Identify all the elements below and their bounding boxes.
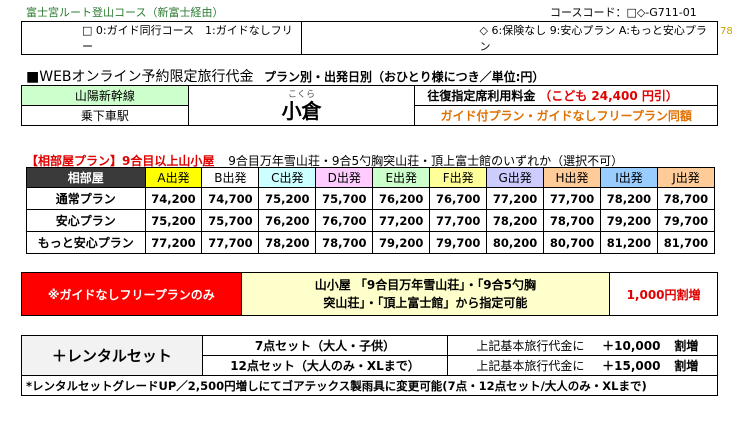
fare-row: もっと安心プラン 77,200 77,700 78,200 78,700 79,200 79… — [26, 231, 716, 254]
same-price-note: ガイド付プラン・ガイドなしフリープラン同額 — [414, 105, 718, 126]
fare-cell: 77,700 — [543, 187, 602, 210]
station-cell: こくら 小倉 — [187, 85, 416, 126]
fare-cell: 74,700 — [201, 187, 260, 210]
fare-col-header: C出発 — [258, 167, 317, 188]
fare-cell: 75,700 — [201, 209, 260, 232]
fare-row-label: 通常プラン — [26, 187, 146, 210]
fare-cell: 76,200 — [258, 209, 317, 232]
fare-cell: 76,700 — [429, 187, 488, 210]
fare-cell: 80,200 — [486, 231, 545, 254]
fare-cell: 77,200 — [372, 209, 431, 232]
fare-cell: 76,200 — [372, 187, 431, 210]
fare-cell: 76,700 — [315, 209, 374, 232]
reserved-fare: 往復指定席利用料金 （こども 24,400 円引） — [414, 85, 718, 106]
guide-free-desc: 山小屋 「9合目万年雪山荘」・「9合5勺胸 突山荘」・「頂上富士館」から指定可能 — [240, 272, 611, 316]
rental-set-1: 7点セット（大人・子供） — [201, 335, 449, 356]
fare-col-header: D出発 — [315, 167, 374, 188]
fare-cell: 75,200 — [258, 187, 317, 210]
fare-cell: 78,200 — [600, 187, 658, 210]
station-name: 小倉 — [281, 99, 322, 123]
fare-col-header: J出発 — [656, 167, 716, 188]
rental-base-2: 上記基本旅行代金に — [476, 359, 585, 373]
fare-table: 相部屋 A出発 B出発 C出発 D出発 E出発 F出発 G出発 H出発 I出発 J出発 通常プラン… — [26, 167, 716, 254]
fare-row: 安心プラン 75,200 75,700 76,200 76,700 77,200 77,70… — [26, 209, 716, 232]
child-fare: （こども 24,400 円引） — [539, 89, 678, 103]
fare-col-header: B出発 — [201, 167, 260, 188]
rental-note: *レンタルセットグレードUP／2,500円増しにてゴアテックス製雨具に変更可能(… — [21, 375, 718, 396]
page-number: 78 — [720, 26, 733, 37]
guide-free-label: ※ガイドなしフリープランのみ — [21, 272, 242, 316]
rental-unit-2: 割増 — [674, 359, 699, 373]
fare-col-header: A出発 — [144, 167, 203, 188]
station-table: 山陽新幹線 こくら 小倉 往復指定席利用料金 （こども 24,400 円引） 乗… — [21, 85, 718, 126]
fare-cell: 75,700 — [315, 187, 374, 210]
reserved-label: 往復指定席利用料金 — [427, 89, 536, 103]
fare-col-header: G出発 — [486, 167, 545, 188]
fare-cell: 80,700 — [543, 231, 602, 254]
legend-left: □ 0:ガイド同行コース 1:ガイドなしフリー — [21, 21, 302, 55]
legend-right: ◇ 6:保険なし 9:安心プラン A:もっと安心プラン — [300, 21, 719, 55]
lodge-desc: 9合目万年雪山荘・9合5勺胸突山荘・頂上富士館のいずれか（選択不可） — [228, 154, 624, 168]
fare-cell: 77,200 — [486, 187, 545, 210]
guide-free-desc-2: 突山荘」・「頂上富士館」から指定可能 — [323, 296, 528, 310]
fare-cell: 77,700 — [429, 209, 488, 232]
fare-cell: 81,200 — [600, 231, 658, 254]
rental-table: ＋レンタルセット 7点セット（大人・子供） 上記基本旅行代金に ＋10,000 … — [21, 335, 718, 396]
guide-free-table: ※ガイドなしフリープランのみ 山小屋 「9合目万年雪山荘」・「9合5勺胸 突山荘… — [21, 272, 718, 316]
fare-cell: 78,700 — [315, 231, 374, 254]
rental-unit-1: 割増 — [674, 339, 699, 353]
pricing-title: ■WEBオンライン予約限定旅行代金 プラン別・出発日別（おひとり様につき／単位:… — [26, 66, 544, 86]
fare-row-label: 安心プラン — [26, 209, 146, 232]
fare-row: 通常プラン 74,200 74,700 75,200 75,700 76,200 76,70… — [26, 187, 716, 210]
fare-cell: 78,200 — [258, 231, 317, 254]
fare-cell: 81,700 — [656, 231, 716, 254]
guide-free-desc-1: 山小屋 「9合目万年雪山荘」・「9合5勺胸 — [314, 278, 536, 292]
plan-legend: □ 0:ガイド同行コース 1:ガイドなしフリー ◇ 6:保険なし 9:安心プラン… — [21, 21, 719, 55]
fare-col-header: H出発 — [543, 167, 602, 188]
rental-price-2: 上記基本旅行代金に ＋15,000 割増 — [447, 355, 718, 376]
guide-free-surcharge: 1,000円割増 — [609, 272, 718, 316]
station-label: 乗下車駅 — [21, 105, 189, 126]
fare-col-header: F出発 — [429, 167, 488, 188]
course-title: 富士宮ルート登山コース（新富士経由） — [26, 6, 224, 19]
station-furigana: こくら — [288, 90, 316, 100]
fare-cell: 79,200 — [372, 231, 431, 254]
rental-set-2: 12点セット（大人のみ・XLまで） — [201, 355, 449, 376]
rental-base-1: 上記基本旅行代金に — [476, 339, 585, 353]
rental-amount-2: ＋15,000 — [602, 359, 661, 373]
rental-price-1: 上記基本旅行代金に ＋10,000 割増 — [447, 335, 718, 356]
fare-cell: 79,700 — [429, 231, 488, 254]
fare-cell: 77,700 — [201, 231, 260, 254]
pricing-title-main: ■WEBオンライン予約限定旅行代金 — [26, 69, 254, 85]
fare-cell: 75,200 — [144, 209, 203, 232]
fare-col-header: I出発 — [600, 167, 658, 188]
fare-cell: 78,200 — [486, 209, 545, 232]
fare-cell: 74,200 — [144, 187, 203, 210]
fare-cell: 78,700 — [543, 209, 602, 232]
fare-row-label: もっと安心プラン — [26, 231, 146, 254]
pricing-title-sub: プラン別・出発日別（おひとり様につき／単位:円） — [263, 70, 545, 84]
line-label: 山陽新幹線 — [21, 85, 189, 106]
lodge-title: 【相部屋プラン】9合目以上山小屋 — [26, 154, 215, 168]
fare-cell: 78,700 — [656, 187, 716, 210]
course-code: コースコード：□◇-G711-01 — [550, 6, 697, 19]
fare-cell: 79,700 — [656, 209, 716, 232]
lodge-info: 【相部屋プラン】9合目以上山小屋 9合目万年雪山荘・9合5勺胸突山荘・頂上富士館… — [26, 152, 623, 169]
fare-col-header: E出発 — [372, 167, 431, 188]
rental-amount-1: ＋10,000 — [602, 339, 661, 353]
fare-cell: 79,200 — [600, 209, 658, 232]
rental-label: ＋レンタルセット — [21, 335, 203, 376]
fare-corner: 相部屋 — [26, 167, 146, 188]
fare-cell: 77,200 — [144, 231, 203, 254]
